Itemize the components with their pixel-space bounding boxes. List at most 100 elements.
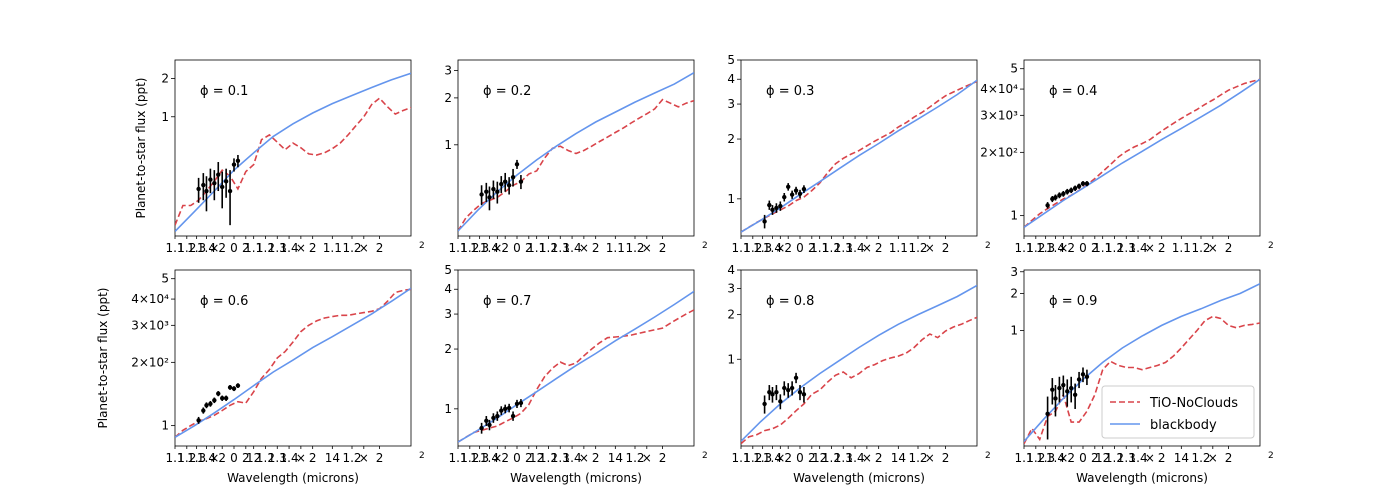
y-tick-label: 5 <box>161 272 169 286</box>
x-tick-label: × <box>925 451 935 465</box>
x-tick-label: 1.4 <box>1046 241 1065 255</box>
x-tick-label: 0 <box>796 451 804 465</box>
data-point <box>797 389 803 395</box>
data-point <box>503 179 508 184</box>
data-point <box>770 392 775 397</box>
x-axis-label: Wavelength (microns) <box>510 471 642 485</box>
data-point <box>767 202 772 208</box>
data-point <box>514 401 520 407</box>
data-point <box>1080 372 1086 377</box>
x-tick-label: 0 <box>513 241 521 255</box>
x-tick-label: 2 <box>808 451 816 465</box>
x-tick-label: 1.3 <box>1036 241 1055 255</box>
data-point <box>1057 193 1062 198</box>
x-tick-label: 2 <box>659 241 667 255</box>
data-point <box>801 392 807 397</box>
data-point <box>201 182 206 188</box>
model-line <box>458 98 694 232</box>
x-tick-label: × <box>642 241 652 255</box>
x-tick-label: 1.2 <box>342 451 361 465</box>
series-group <box>175 287 411 438</box>
x-tick-label: 1.1 <box>323 241 342 255</box>
data-point <box>491 415 496 421</box>
x-tick-label: 1.3 <box>268 451 287 465</box>
data-point <box>1045 203 1050 208</box>
data-point <box>223 396 229 401</box>
data-point <box>223 179 229 184</box>
data-point <box>801 186 807 192</box>
x-tick-label: 1.3 <box>268 241 287 255</box>
y-axis-label: Planet-to-star flux (ppt) <box>134 78 148 219</box>
x-tick-label: 1.2 <box>822 451 841 465</box>
y-tick-label: 2 <box>161 72 169 86</box>
x-tick-label: 1.1 <box>1014 241 1033 255</box>
x-tick-label: 1.3 <box>551 451 570 465</box>
x-tick-label: × <box>1058 241 1068 255</box>
data-point <box>1050 387 1055 392</box>
x-tick-label: 2 <box>1225 241 1233 255</box>
data-point <box>1053 396 1058 401</box>
x-tick-label: 1.2 <box>177 241 196 255</box>
data-point <box>793 375 799 380</box>
x-tick-label: 2 <box>501 241 509 255</box>
x-tick-label: × <box>359 241 369 255</box>
x-tick-label: 0 <box>230 241 238 255</box>
data-point <box>762 219 767 224</box>
y-tick-label: 3 <box>727 282 735 296</box>
data-point <box>491 186 496 192</box>
data-point <box>220 184 225 190</box>
x-tick-label: 1.1 <box>527 241 546 255</box>
x-tick-label: 12 <box>246 451 261 465</box>
x-tick-label: 1.1 <box>606 241 625 255</box>
x-tick-label: 2 <box>1158 451 1166 465</box>
y-tick-label: 4×10⁴ <box>131 292 169 306</box>
data-point <box>1065 389 1070 394</box>
data-point <box>1061 191 1066 197</box>
x-tick-label: 2 <box>1225 451 1233 465</box>
axes-frame <box>740 269 978 447</box>
x-tick-label: 2 <box>942 241 950 255</box>
legend-box <box>1101 385 1255 439</box>
x-tick-label: 2 <box>525 451 533 465</box>
x-tick-label: 1.2 <box>256 241 275 255</box>
series-group <box>1024 78 1260 228</box>
data-point <box>1065 189 1070 194</box>
x-tick-label: × <box>862 241 872 255</box>
x-tick-label: 1.1 <box>731 241 750 255</box>
data-point <box>204 403 209 408</box>
series-group <box>741 284 977 445</box>
x-tick-label: 1.2 <box>1026 241 1045 255</box>
x-tick-label: 1.2 <box>539 451 558 465</box>
x-tick-label: 1.3 <box>834 241 853 255</box>
x-tick-label: × <box>642 451 652 465</box>
data-point <box>782 385 787 391</box>
legend: TiO-NoClouds blackbody <box>1101 385 1255 439</box>
x-tick-label: × <box>492 451 502 465</box>
x-tick-label: 1.1 <box>810 241 829 255</box>
y-tick-label: 1 <box>161 110 169 124</box>
x-tick-label: 2 <box>309 451 317 465</box>
x-tick-label: 1.3 <box>470 241 489 255</box>
x-tick-label: 1.2 <box>460 241 479 255</box>
x-tick-label: 2 <box>592 241 600 255</box>
series-group <box>458 72 694 232</box>
y-tick-label: 5 <box>727 53 735 67</box>
x-tick-label: 1.3 <box>470 451 489 465</box>
y-tick-label: 4 <box>444 282 452 296</box>
y-tick-label: 1 <box>1010 323 1018 337</box>
x-tick-label: × <box>1145 451 1155 465</box>
x-tick-label: 1.3 <box>834 451 853 465</box>
x-tick-label: 1.3 <box>1036 451 1055 465</box>
data-point <box>235 158 241 163</box>
axes-frame <box>740 59 978 237</box>
x-tick-label: 2 <box>942 451 950 465</box>
x-tick-label: 1.2 <box>1191 241 1210 255</box>
x-tick-label: 1.4 <box>1129 241 1148 255</box>
y-tick-label: 2×10² <box>980 145 1018 159</box>
data-point <box>487 422 492 428</box>
x-tick-label: 1.1 <box>165 241 184 255</box>
data-point <box>484 189 489 194</box>
x-tick-label: × <box>579 241 589 255</box>
data-point <box>495 189 500 194</box>
y-tick-label: 3 <box>444 307 452 321</box>
